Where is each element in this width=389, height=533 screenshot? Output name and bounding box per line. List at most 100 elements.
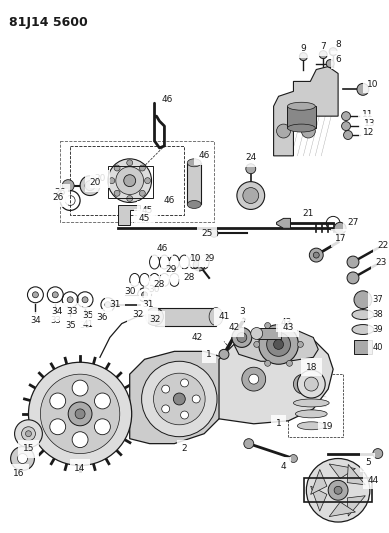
Text: 8: 8 xyxy=(335,40,341,49)
Ellipse shape xyxy=(352,310,374,320)
Circle shape xyxy=(116,167,144,195)
Text: 10: 10 xyxy=(191,254,202,263)
Text: 34: 34 xyxy=(52,307,63,316)
Circle shape xyxy=(154,373,205,425)
Bar xyxy=(287,106,316,128)
Text: 28: 28 xyxy=(154,280,165,289)
Circle shape xyxy=(232,328,252,348)
Text: 24: 24 xyxy=(245,154,256,163)
Circle shape xyxy=(62,180,74,191)
Text: 42: 42 xyxy=(191,333,203,342)
Polygon shape xyxy=(130,351,237,443)
Ellipse shape xyxy=(287,102,315,110)
Circle shape xyxy=(114,165,120,171)
Circle shape xyxy=(254,342,260,348)
Text: 45: 45 xyxy=(142,206,153,215)
Circle shape xyxy=(80,176,100,196)
Circle shape xyxy=(68,402,92,426)
Bar xyxy=(187,163,201,205)
Text: 23: 23 xyxy=(375,257,386,266)
Text: 26: 26 xyxy=(54,188,66,197)
Polygon shape xyxy=(311,486,327,511)
Circle shape xyxy=(72,380,88,396)
Circle shape xyxy=(50,419,66,435)
Circle shape xyxy=(287,360,293,366)
Bar xyxy=(304,479,372,502)
Polygon shape xyxy=(118,205,140,225)
Circle shape xyxy=(243,188,259,204)
Text: 33: 33 xyxy=(50,316,61,325)
Text: 16: 16 xyxy=(13,469,24,478)
Text: 46: 46 xyxy=(164,196,175,205)
Circle shape xyxy=(298,342,303,348)
Circle shape xyxy=(219,349,229,359)
Text: 27: 27 xyxy=(347,218,359,227)
Circle shape xyxy=(52,292,58,298)
Text: 12: 12 xyxy=(363,127,375,136)
Polygon shape xyxy=(347,464,365,485)
Circle shape xyxy=(95,393,110,409)
Circle shape xyxy=(289,455,298,463)
Circle shape xyxy=(67,297,73,303)
Text: 22: 22 xyxy=(377,241,388,249)
Circle shape xyxy=(259,325,298,364)
Circle shape xyxy=(334,486,342,494)
Polygon shape xyxy=(219,333,333,424)
Ellipse shape xyxy=(145,308,163,326)
Circle shape xyxy=(162,385,170,393)
Circle shape xyxy=(309,248,323,262)
Text: 38: 38 xyxy=(372,310,383,319)
Text: 29: 29 xyxy=(166,265,177,274)
Text: 31: 31 xyxy=(109,300,121,309)
Bar xyxy=(257,328,280,340)
Circle shape xyxy=(127,160,133,166)
Text: 41: 41 xyxy=(82,320,94,329)
Text: 7: 7 xyxy=(321,42,326,51)
Circle shape xyxy=(357,83,369,95)
Text: 25: 25 xyxy=(202,229,213,238)
Circle shape xyxy=(251,328,263,340)
Text: 39: 39 xyxy=(373,325,383,334)
Polygon shape xyxy=(329,464,356,479)
Text: 43: 43 xyxy=(283,323,294,332)
Ellipse shape xyxy=(187,159,201,167)
Circle shape xyxy=(180,411,189,419)
Circle shape xyxy=(343,131,352,140)
Text: 46: 46 xyxy=(157,244,168,253)
Circle shape xyxy=(266,333,291,357)
Ellipse shape xyxy=(293,399,329,407)
Circle shape xyxy=(142,292,147,298)
Circle shape xyxy=(72,432,88,448)
Circle shape xyxy=(173,393,185,405)
Circle shape xyxy=(347,272,359,284)
Circle shape xyxy=(50,393,66,409)
Text: 32: 32 xyxy=(149,315,160,324)
Circle shape xyxy=(165,311,173,319)
Circle shape xyxy=(40,374,120,454)
Circle shape xyxy=(328,480,348,500)
Circle shape xyxy=(242,367,266,391)
Circle shape xyxy=(326,60,334,68)
Circle shape xyxy=(109,177,115,184)
Polygon shape xyxy=(347,496,365,516)
Circle shape xyxy=(82,297,88,303)
Circle shape xyxy=(342,122,350,131)
Circle shape xyxy=(32,292,39,298)
Text: 44: 44 xyxy=(367,476,378,485)
Circle shape xyxy=(300,53,307,61)
Polygon shape xyxy=(277,219,291,228)
Text: 36: 36 xyxy=(80,321,90,330)
Text: 17: 17 xyxy=(335,233,347,243)
Circle shape xyxy=(373,449,383,458)
Text: 30: 30 xyxy=(124,287,135,296)
Ellipse shape xyxy=(295,410,327,418)
Circle shape xyxy=(193,259,205,271)
Circle shape xyxy=(124,175,136,187)
Text: 14: 14 xyxy=(74,464,86,473)
Circle shape xyxy=(21,427,35,441)
Circle shape xyxy=(26,431,32,437)
Circle shape xyxy=(244,439,254,449)
Ellipse shape xyxy=(187,200,201,208)
Circle shape xyxy=(304,377,318,391)
Text: 81J14 5600: 81J14 5600 xyxy=(9,16,88,29)
